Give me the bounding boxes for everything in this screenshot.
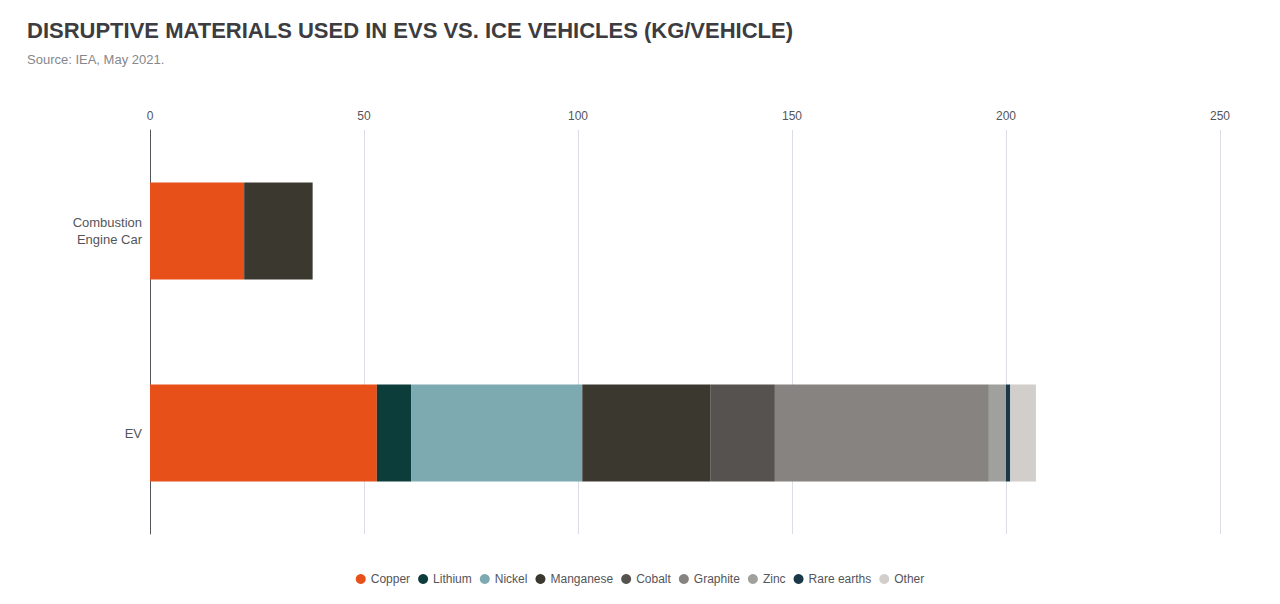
svg-text:DISRUPTIVE MATERIALS USED IN E: DISRUPTIVE MATERIALS USED IN EVS VS. ICE… (27, 18, 793, 43)
svg-text:Graphite: Graphite (694, 572, 740, 586)
svg-text:Engine Car: Engine Car (77, 232, 143, 247)
svg-text:Other: Other (894, 572, 924, 586)
svg-text:EV: EV (125, 426, 143, 441)
svg-text:Zinc: Zinc (763, 572, 786, 586)
svg-text:Manganese: Manganese (550, 572, 613, 586)
svg-text:200: 200 (996, 109, 1016, 123)
svg-text:Cobalt: Cobalt (636, 572, 671, 586)
svg-text:150: 150 (782, 109, 802, 123)
svg-text:0: 0 (147, 109, 154, 123)
svg-text:Combustion: Combustion (73, 215, 142, 230)
svg-text:100: 100 (568, 109, 588, 123)
svg-text:250: 250 (1210, 109, 1230, 123)
svg-text:Source: IEA, May 2021.: Source: IEA, May 2021. (27, 52, 164, 67)
svg-text:Lithium: Lithium (433, 572, 472, 586)
svg-text:Copper: Copper (371, 572, 410, 586)
svg-text:50: 50 (357, 109, 371, 123)
svg-text:Rare earths: Rare earths (809, 572, 872, 586)
svg-text:Nickel: Nickel (495, 572, 528, 586)
